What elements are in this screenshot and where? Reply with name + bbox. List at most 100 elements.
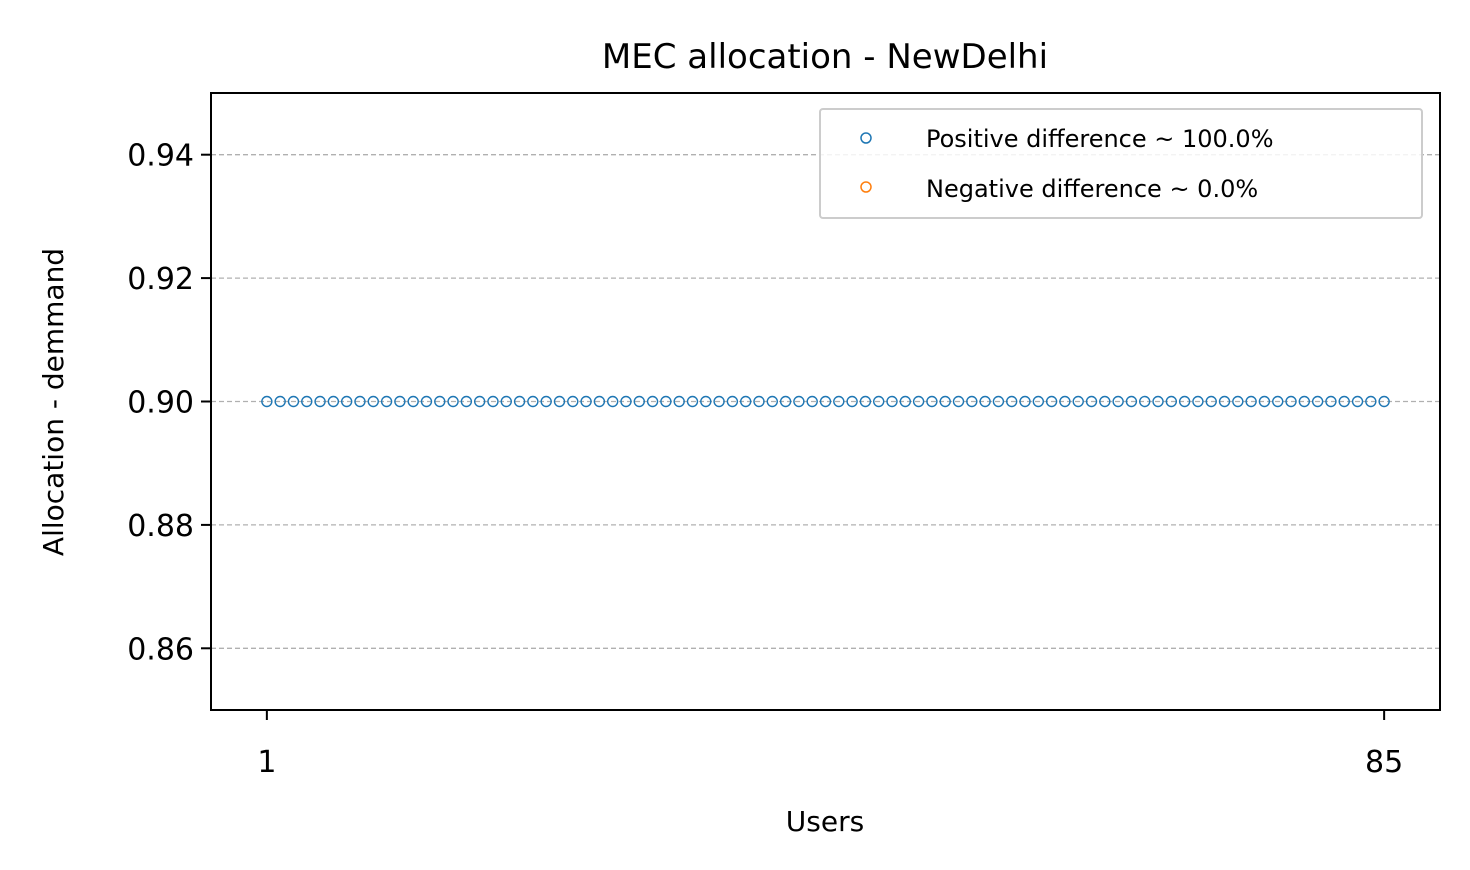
data-point [939, 395, 951, 408]
data-point [873, 395, 885, 408]
y-tick-label: 0.88 [127, 509, 194, 544]
legend-label-negative: Negative difference ~ 0.0% [926, 175, 1258, 203]
legend-marker-negative [860, 181, 872, 193]
data-point [460, 395, 473, 408]
data-point [1272, 395, 1284, 408]
data-point [886, 395, 898, 408]
data-point [646, 395, 659, 408]
data-point [753, 395, 765, 408]
data-point [979, 395, 991, 408]
data-point [1232, 395, 1244, 408]
data-point [1006, 395, 1018, 408]
data-points [261, 395, 1390, 408]
data-point [447, 395, 459, 408]
data-point [1139, 395, 1151, 408]
data-point [606, 395, 619, 408]
data-point [1032, 395, 1045, 408]
data-point [952, 395, 965, 408]
data-point [1245, 395, 1257, 408]
data-point [1112, 395, 1124, 408]
data-point [1365, 395, 1377, 408]
data-point [553, 395, 566, 408]
data-point [713, 395, 725, 408]
data-point [806, 395, 818, 408]
data-point [580, 395, 592, 408]
data-point [1125, 395, 1138, 408]
data-point [1045, 395, 1058, 408]
data-point [354, 395, 366, 408]
data-point [487, 395, 499, 408]
data-point [287, 395, 300, 408]
x-tick-label: 85 [1365, 745, 1403, 780]
data-point [1285, 395, 1297, 408]
data-point [407, 395, 419, 408]
data-point [833, 395, 845, 408]
data-point [620, 395, 632, 408]
data-point [899, 395, 912, 408]
data-point [567, 395, 579, 408]
data-point [700, 395, 712, 408]
data-point [527, 395, 539, 408]
data-point [660, 395, 672, 408]
data-point [992, 395, 1005, 408]
data-point [340, 395, 353, 408]
data-point [274, 395, 286, 408]
legend-box [819, 108, 1423, 219]
data-point [686, 395, 699, 408]
data-point [766, 395, 778, 408]
data-point [1298, 395, 1311, 408]
data-point [420, 395, 433, 408]
data-point [540, 395, 552, 408]
data-point [1178, 395, 1191, 408]
data-point [380, 395, 393, 408]
data-point [1059, 395, 1071, 408]
data-point [926, 395, 938, 408]
data-point [859, 395, 872, 408]
data-point [513, 395, 526, 408]
data-point [1165, 395, 1178, 408]
y-tick-label: 0.90 [127, 386, 194, 421]
chart-title: MEC allocation - NewDelhi [602, 37, 1048, 77]
data-point [394, 395, 406, 408]
data-point [1192, 395, 1204, 408]
data-point [1378, 395, 1390, 408]
data-point [1258, 395, 1271, 408]
data-point [779, 395, 792, 408]
data-point [314, 395, 326, 408]
data-point [966, 395, 978, 408]
data-point [819, 395, 832, 408]
data-point [1072, 395, 1084, 408]
data-point [327, 395, 340, 408]
data-point [1152, 395, 1164, 408]
data-point [261, 395, 273, 408]
data-point [633, 395, 645, 408]
y-tick-label: 0.92 [127, 262, 194, 297]
legend: Positive difference ~ 100.0% Negative di… [819, 108, 1423, 219]
data-point [1325, 395, 1337, 408]
data-point [301, 395, 313, 408]
data-point [1205, 395, 1217, 408]
data-point [739, 395, 752, 408]
x-tick-label: 1 [257, 745, 276, 780]
data-point [912, 395, 925, 408]
data-point [1351, 395, 1364, 408]
data-point [793, 395, 805, 408]
y-tick-label: 0.86 [127, 632, 194, 667]
data-point [500, 395, 512, 408]
data-point [1338, 395, 1350, 408]
data-point [726, 395, 739, 408]
data-point [434, 395, 446, 408]
data-point [473, 395, 486, 408]
legend-label-positive: Positive difference ~ 100.0% [926, 125, 1274, 153]
y-axis-ticks: 0.86 0.88 0.90 0.92 0.94 [127, 139, 211, 667]
data-point [367, 395, 379, 408]
data-point [1019, 395, 1031, 408]
y-tick-label: 0.94 [127, 139, 194, 174]
data-point [1218, 395, 1231, 408]
data-point [1085, 395, 1098, 408]
data-point [593, 395, 606, 408]
data-point [1311, 395, 1324, 408]
data-point [846, 395, 858, 408]
x-axis-ticks: 1 85 [257, 710, 1403, 780]
